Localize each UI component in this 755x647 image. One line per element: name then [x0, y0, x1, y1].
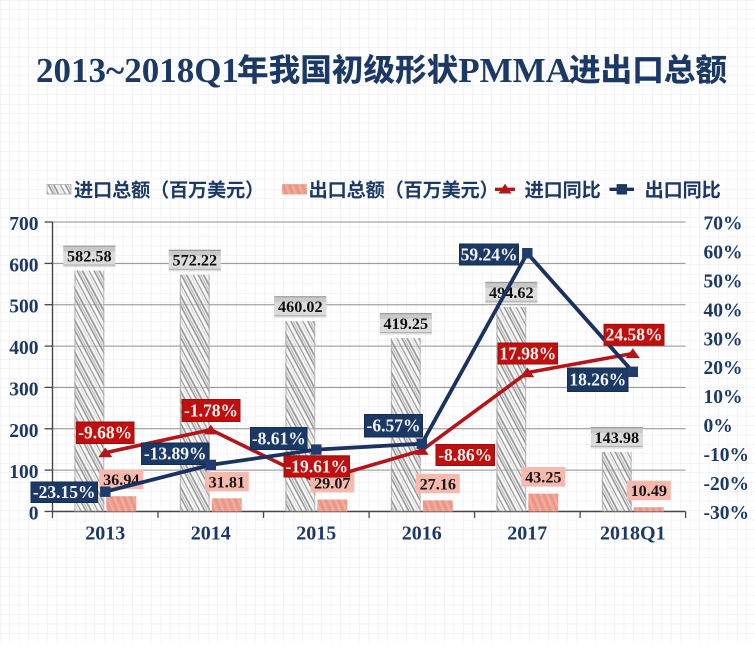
svg-text:70%: 70% — [704, 214, 743, 235]
svg-text:-19.61%: -19.61% — [285, 456, 348, 476]
svg-text:60%: 60% — [704, 242, 743, 263]
svg-text:400: 400 — [9, 338, 38, 359]
svg-text:29.07: 29.07 — [314, 475, 350, 493]
svg-text:10.49: 10.49 — [631, 482, 667, 500]
svg-text:-6.57%: -6.57% — [367, 416, 421, 436]
svg-text:2014: 2014 — [191, 523, 231, 545]
svg-text:2018Q1: 2018Q1 — [600, 523, 666, 545]
svg-text:460.02: 460.02 — [278, 298, 323, 316]
svg-text:10%: 10% — [704, 387, 743, 408]
svg-text:700: 700 — [9, 214, 38, 235]
svg-text:143.98: 143.98 — [595, 429, 640, 447]
svg-text:43.25: 43.25 — [525, 469, 561, 487]
svg-text:18.26%: 18.26% — [569, 370, 626, 390]
svg-text:2016: 2016 — [402, 523, 442, 545]
svg-text:-8.61%: -8.61% — [252, 428, 306, 448]
svg-text:0: 0 — [29, 504, 39, 525]
svg-text:-13.89%: -13.89% — [144, 444, 207, 464]
svg-text:582.58: 582.58 — [67, 248, 112, 266]
svg-text:17.98%: 17.98% — [499, 343, 556, 363]
svg-text:-8.86%: -8.86% — [438, 445, 492, 465]
svg-text:572.22: 572.22 — [173, 252, 218, 270]
svg-text:PMMA: PMMA — [458, 51, 571, 90]
svg-text:27.16: 27.16 — [420, 475, 456, 493]
svg-text:20%: 20% — [704, 358, 743, 379]
svg-text:2013~2018Q1: 2013~2018Q1 — [36, 51, 239, 90]
svg-text:500: 500 — [9, 297, 38, 318]
svg-text:100: 100 — [9, 462, 38, 483]
svg-text:-9.68%: -9.68% — [78, 423, 132, 443]
svg-text:2017: 2017 — [507, 523, 547, 545]
svg-text:2015: 2015 — [296, 523, 336, 545]
svg-text:-10%: -10% — [704, 445, 750, 466]
svg-text:600: 600 — [9, 255, 38, 276]
svg-text:300: 300 — [9, 379, 38, 400]
svg-text:419.25: 419.25 — [384, 315, 429, 333]
svg-text:-23.15%: -23.15% — [33, 482, 96, 502]
svg-text:-1.78%: -1.78% — [184, 400, 238, 420]
svg-text:494.62: 494.62 — [489, 284, 534, 302]
svg-text:24.58%: 24.58% — [606, 325, 663, 345]
svg-text:40%: 40% — [704, 300, 743, 321]
svg-text:31.81: 31.81 — [209, 473, 245, 491]
svg-text:-20%: -20% — [704, 474, 750, 495]
svg-text:200: 200 — [9, 421, 38, 442]
svg-text:50%: 50% — [704, 271, 743, 292]
svg-text:2013: 2013 — [85, 523, 125, 545]
svg-text:0%: 0% — [704, 416, 733, 437]
svg-text:30%: 30% — [704, 329, 743, 350]
svg-text:59.24%: 59.24% — [461, 244, 518, 264]
svg-text:-30%: -30% — [704, 503, 750, 524]
